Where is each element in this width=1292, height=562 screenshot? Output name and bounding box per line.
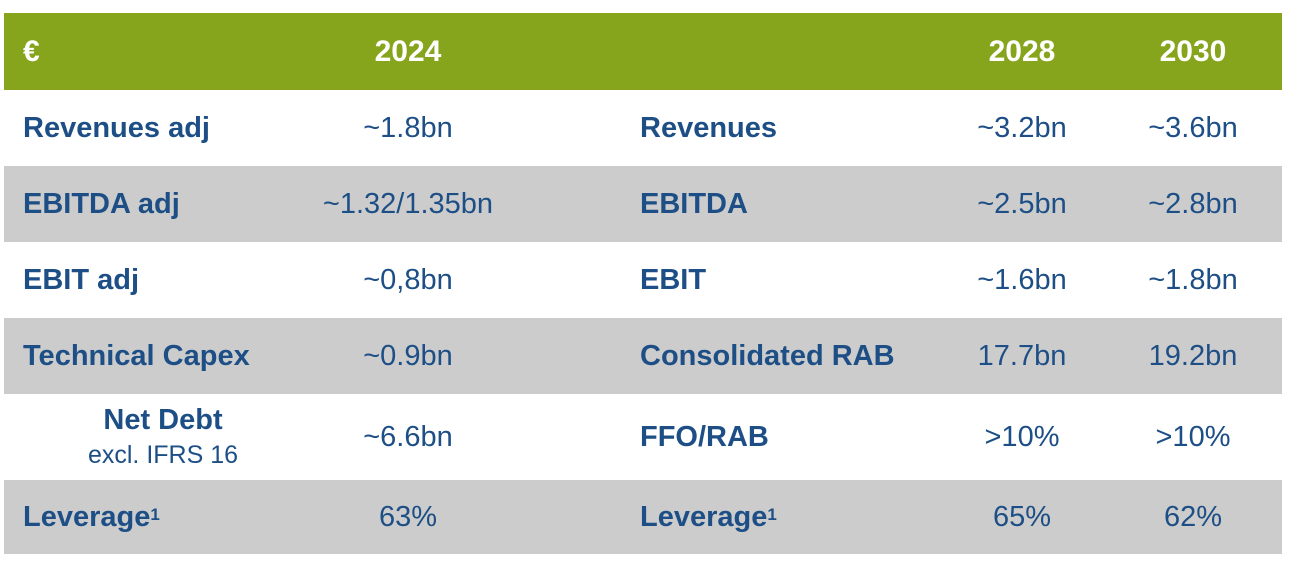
- year-2030-header: 2030: [1159, 34, 1227, 68]
- table-row: Net Debt excl. IFRS 16 ~6.6bn FFO/RAB >1…: [4, 394, 1282, 480]
- value-2030: 62%: [1163, 500, 1223, 533]
- row-label-target: Consolidated RAB: [640, 339, 895, 372]
- table-row: EBITDA adj ~1.32/1.35bn EBITDA ~2.5bn ~2…: [4, 166, 1282, 242]
- row-label: Leverage: [23, 500, 151, 533]
- value-2030: ~2.8bn: [1148, 187, 1238, 220]
- row-label-target: Revenues: [640, 111, 778, 144]
- table-header: € 2024 2028 2030: [4, 13, 1282, 90]
- value-2028: >10%: [984, 420, 1060, 453]
- value-2024: ~1.32/1.35bn: [322, 187, 494, 220]
- row-label: EBITDA adj: [23, 187, 180, 220]
- value-2028: 65%: [992, 500, 1052, 533]
- currency-header: €: [23, 34, 40, 68]
- row-label-target: FFO/RAB: [640, 420, 769, 453]
- row-sublabel: excl. IFRS 16: [87, 441, 239, 469]
- table-row: Revenues adj ~1.8bn Revenues ~3.2bn ~3.6…: [4, 90, 1282, 166]
- value-2024: ~6.6bn: [363, 420, 453, 453]
- value-2024: ~0.9bn: [363, 339, 453, 372]
- row-label-target: EBIT: [640, 263, 707, 296]
- footnote-marker: 1: [150, 505, 160, 524]
- value-2030: 19.2bn: [1148, 339, 1238, 372]
- value-2024: ~1.8bn: [363, 111, 453, 144]
- value-2030: >10%: [1155, 420, 1231, 453]
- row-label: EBIT adj: [23, 263, 140, 296]
- value-2028: ~3.2bn: [977, 111, 1067, 144]
- row-label-target-group: Leverage 1: [640, 480, 940, 554]
- value-2028: ~1.6bn: [977, 263, 1067, 296]
- table-row: Leverage 1 63% Leverage 1 65% 62%: [4, 480, 1282, 554]
- value-2024: ~0,8bn: [363, 263, 453, 296]
- year-2024-header: 2024: [374, 34, 442, 68]
- row-label: Net Debt: [103, 404, 223, 436]
- row-label-target: EBITDA: [640, 187, 748, 220]
- table-row: Technical Capex ~0.9bn Consolidated RAB …: [4, 318, 1282, 394]
- row-label: Revenues adj: [23, 111, 210, 144]
- value-2028: ~2.5bn: [977, 187, 1067, 220]
- kpi-table: € 2024 2028 2030 Revenues adj ~1.8bn Rev…: [4, 13, 1282, 554]
- table-row: EBIT adj ~0,8bn EBIT ~1.6bn ~1.8bn: [4, 242, 1282, 318]
- value-2024: 63%: [378, 500, 438, 533]
- row-label-group: Leverage 1: [23, 480, 303, 554]
- footnote-marker: 1: [767, 505, 777, 524]
- value-2030: ~1.8bn: [1148, 263, 1238, 296]
- row-label: Technical Capex: [23, 339, 250, 372]
- value-2030: ~3.6bn: [1148, 111, 1238, 144]
- year-2028-header: 2028: [988, 34, 1056, 68]
- row-label-group: Net Debt excl. IFRS 16: [23, 394, 303, 480]
- row-label-target: Leverage: [640, 500, 768, 533]
- value-2028: 17.7bn: [977, 339, 1067, 372]
